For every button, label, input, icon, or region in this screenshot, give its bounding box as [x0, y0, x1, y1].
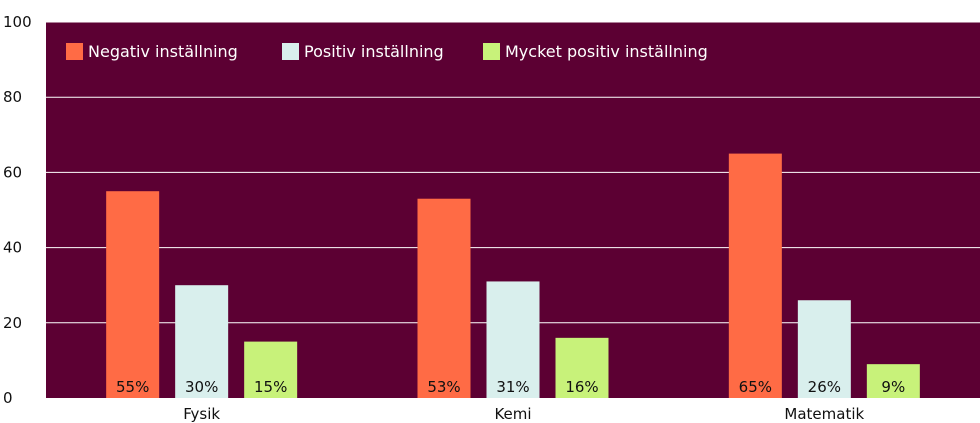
legend-label: Mycket positiv inställning — [505, 42, 708, 61]
bar-data-label: 16% — [565, 378, 598, 396]
y-tick-label: 100 — [3, 13, 32, 31]
bar — [244, 341, 298, 398]
bar-data-label: 9% — [881, 378, 905, 396]
legend-swatch — [483, 43, 500, 60]
legend-label: Negativ inställning — [88, 42, 238, 61]
bar-data-label: 65% — [739, 378, 772, 396]
legend-label: Positiv inställning — [304, 42, 444, 61]
x-axis-categories: Fysik Kemi Matematik — [183, 405, 864, 423]
legend-swatch — [282, 43, 299, 60]
x-category-label: Matematik — [784, 405, 864, 423]
y-tick-label: 40 — [3, 239, 22, 257]
y-axis-ticks: 0 20 40 60 80 100 — [3, 13, 32, 407]
bars — [106, 153, 920, 398]
legend-swatch — [66, 43, 83, 60]
bar — [106, 191, 160, 398]
bar-data-label: 31% — [496, 378, 529, 396]
bar-data-label: 30% — [185, 378, 218, 396]
legend: Negativ inställning Positiv inställning My… — [66, 42, 708, 61]
bar-labels: 55% 30% 15% 53% 31% 16% 65% 26% 9% — [116, 378, 905, 396]
bar — [797, 300, 851, 398]
bar — [555, 337, 609, 398]
bar — [728, 153, 782, 398]
y-tick-label: 80 — [3, 88, 22, 106]
bar-data-label: 55% — [116, 378, 149, 396]
y-tick-label: 20 — [3, 314, 22, 332]
bar — [175, 285, 229, 398]
x-category-label: Kemi — [494, 405, 531, 423]
bar — [417, 198, 471, 398]
bar-data-label: 15% — [254, 378, 287, 396]
x-category-label: Fysik — [183, 405, 220, 423]
y-tick-label: 0 — [3, 389, 13, 407]
bar — [486, 281, 540, 398]
y-tick-label: 60 — [3, 163, 22, 181]
bar-data-label: 53% — [427, 378, 460, 396]
bar — [866, 364, 920, 398]
bar-data-label: 26% — [808, 378, 841, 396]
